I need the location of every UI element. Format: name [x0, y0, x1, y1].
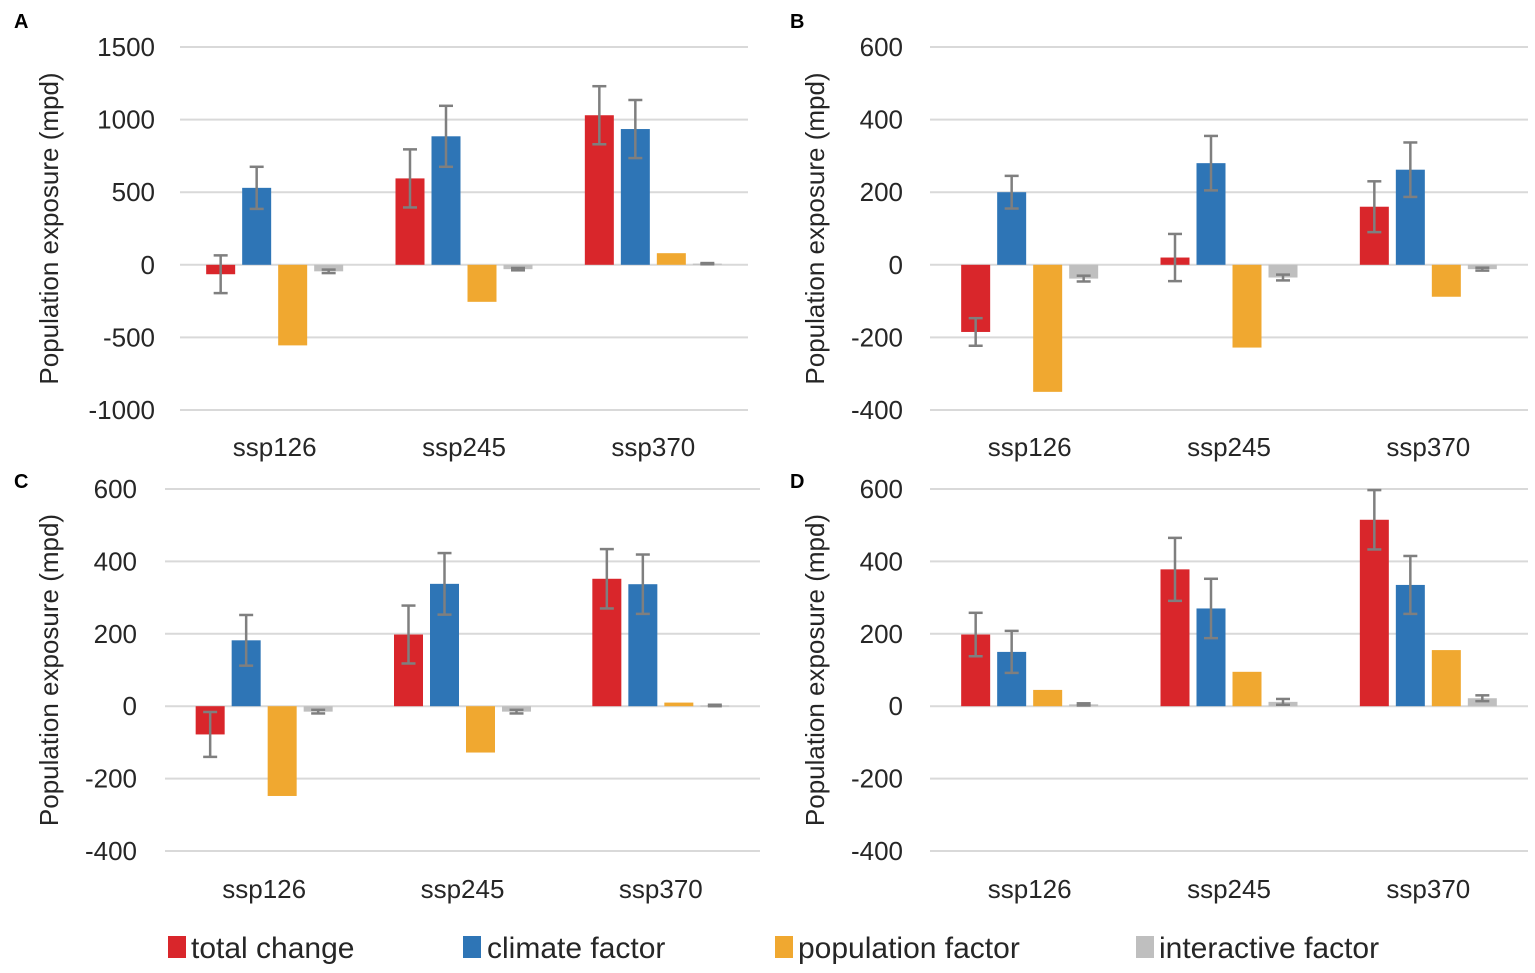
bar-interactive-factor-ssp245: [1268, 264, 1298, 278]
bar-population-factor-ssp245: [1232, 264, 1262, 348]
bar-population-factor-ssp370: [664, 702, 694, 707]
bar-interactive-factor-ssp126: [1069, 264, 1099, 279]
y-axis-label: Population exposure (mpd): [34, 514, 64, 826]
y-tick-label: 200: [860, 177, 903, 207]
category-label: ssp126: [988, 432, 1072, 462]
y-tick-label: 200: [860, 619, 903, 649]
y-tick-label: 0: [123, 691, 137, 721]
y-axis-label: Population exposure (mpd): [800, 72, 830, 384]
legend-swatch-population-factor: [775, 936, 793, 958]
panel-letter: B: [790, 11, 804, 33]
bar-population-factor-ssp370: [1431, 264, 1461, 297]
category-label: ssp126: [988, 874, 1072, 904]
legend-label-total-change: total change: [191, 932, 354, 965]
bar-population-factor-ssp370: [1431, 650, 1461, 707]
y-tick-label: 400: [860, 105, 903, 135]
y-tick-label: 200: [94, 619, 137, 649]
y-tick-label: -200: [851, 322, 903, 352]
bar-interactive-factor-ssp126: [314, 264, 344, 272]
y-tick-label: 0: [889, 250, 903, 280]
panel-letter: A: [14, 11, 28, 33]
bar-population-factor-ssp126: [267, 706, 297, 796]
legend: total change climate factor population f…: [168, 932, 1379, 965]
category-label: ssp370: [1386, 432, 1470, 462]
category-label: ssp370: [619, 874, 703, 904]
y-tick-label: 600: [94, 474, 137, 504]
panels: A 1500 1000 500 0 -500 -1000 Population exposur…: [14, 11, 1528, 904]
legend-label-climate-factor: climate factor: [487, 932, 665, 965]
y-tick-label: 0: [141, 250, 155, 280]
category-label: ssp245: [422, 432, 506, 462]
y-tick-label: 1000: [97, 105, 155, 135]
y-tick-label: 500: [112, 177, 155, 207]
y-tick-label: -400: [851, 836, 903, 866]
bar-population-factor-ssp126: [278, 264, 308, 346]
legend-swatch-total-change: [168, 936, 186, 958]
y-axis-label: Population exposure (mpd): [800, 514, 830, 826]
bar-population-factor-ssp126: [1033, 689, 1063, 707]
y-tick-label: 1500: [97, 32, 155, 62]
legend-label-population-factor: population factor: [798, 932, 1020, 965]
legend-swatch-interactive-factor: [1136, 936, 1154, 958]
category-label: ssp370: [1386, 874, 1470, 904]
legend-swatch-climate-factor: [463, 936, 481, 958]
bar-population-factor-ssp370: [656, 253, 686, 265]
y-tick-label: 600: [860, 474, 903, 504]
y-tick-label: -1000: [89, 395, 156, 425]
y-axis-label: Population exposure (mpd): [34, 72, 64, 384]
panel-letter: C: [14, 471, 28, 493]
y-tick-label: -400: [85, 836, 137, 866]
bar-population-factor-ssp245: [467, 264, 497, 302]
legend-label-interactive-factor: interactive factor: [1159, 932, 1379, 965]
panel-a: A 1500 1000 500 0 -500 -1000 Population exposur…: [14, 11, 748, 462]
panel-letter: D: [790, 471, 804, 493]
bar-population-factor-ssp126: [1033, 264, 1063, 392]
y-tick-label: 400: [860, 546, 903, 576]
panel-c: C 600 400 200 0 -200 -400 Population exposure (…: [14, 471, 760, 904]
category-label: ssp126: [233, 432, 317, 462]
y-tick-label: -200: [85, 764, 137, 794]
y-tick-label: 600: [860, 32, 903, 62]
y-tick-label: -400: [851, 395, 903, 425]
panel-b: B 600 400 200 0 -200 -400 Population exposure (…: [790, 11, 1528, 462]
bar-population-factor-ssp245: [1232, 671, 1262, 707]
category-label: ssp370: [611, 432, 695, 462]
category-label: ssp126: [222, 874, 306, 904]
bar-total-change-ssp370: [1359, 519, 1389, 707]
category-label: ssp245: [421, 874, 505, 904]
y-tick-label: -500: [103, 322, 155, 352]
bar-population-factor-ssp245: [466, 706, 495, 753]
y-tick-label: 0: [889, 691, 903, 721]
y-tick-label: 400: [94, 546, 137, 576]
y-tick-label: -200: [851, 764, 903, 794]
panel-d: D 600 400 200 0 -200 -400 Population exposure (…: [790, 471, 1528, 904]
category-label: ssp245: [1187, 874, 1271, 904]
category-label: ssp245: [1187, 432, 1271, 462]
